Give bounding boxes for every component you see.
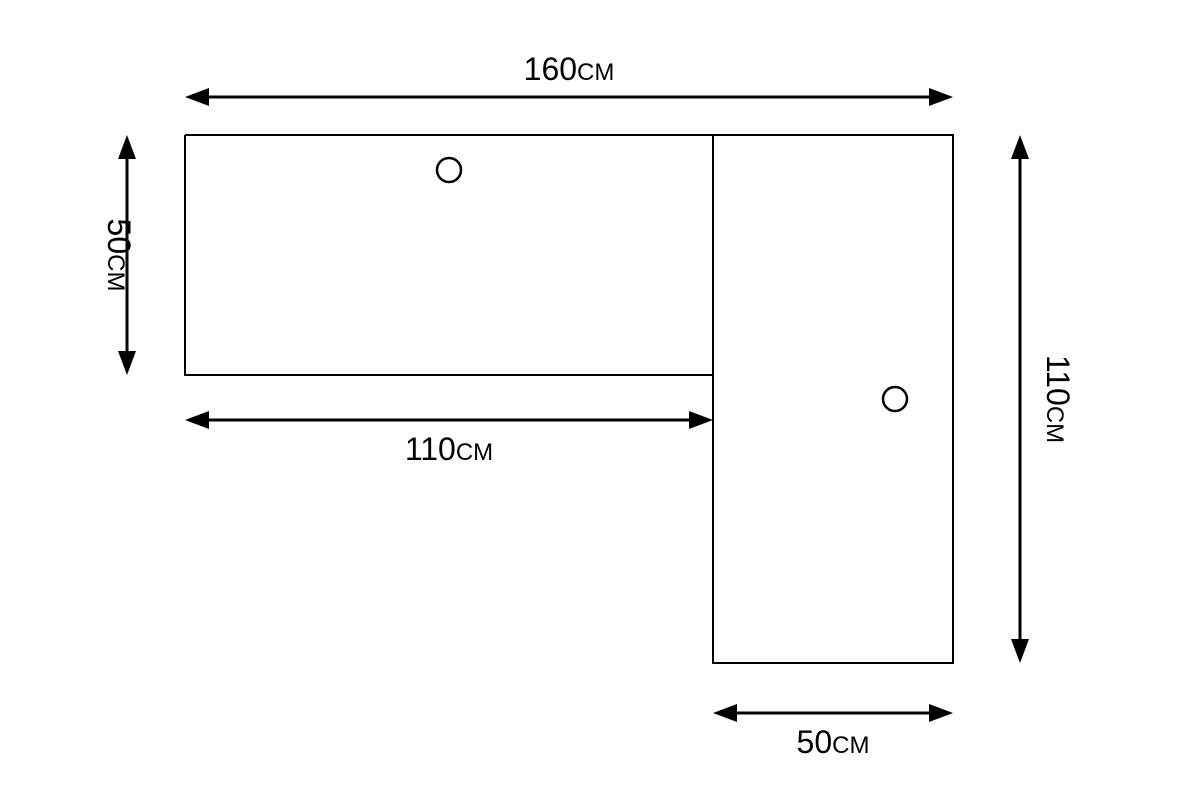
arrowhead xyxy=(929,704,953,722)
arrowhead xyxy=(118,135,136,159)
arrowhead xyxy=(929,88,953,106)
dimension-diagram: 160CM 50CM 110CM 110CM 50CM xyxy=(0,0,1200,800)
desk-outline xyxy=(185,135,953,663)
dimension-left_height: 50CM xyxy=(101,149,137,360)
arrowhead xyxy=(1011,639,1029,663)
dimension-label-left_height: 50CM xyxy=(101,219,137,292)
arrowhead xyxy=(185,411,209,429)
dimension-label-inner_width: 110CM xyxy=(405,431,493,467)
cable-hole-1 xyxy=(437,158,461,182)
dimension-label-right_height: 110CM xyxy=(1040,355,1076,443)
dimension-top_width: 160CM xyxy=(199,51,938,97)
arrowhead xyxy=(185,88,209,106)
cable-hole-2 xyxy=(883,387,907,411)
dimension-label-bottom_width: 50CM xyxy=(797,724,870,760)
dimension-right_height: 110CM xyxy=(1020,149,1076,648)
arrowhead xyxy=(713,704,737,722)
dimension-inner_width: 110CM xyxy=(199,420,698,467)
arrowhead xyxy=(1011,135,1029,159)
arrowhead xyxy=(118,351,136,375)
dimension-label-top_width: 160CM xyxy=(524,51,615,87)
dimension-bottom_width: 50CM xyxy=(727,713,938,760)
arrowhead xyxy=(689,411,713,429)
